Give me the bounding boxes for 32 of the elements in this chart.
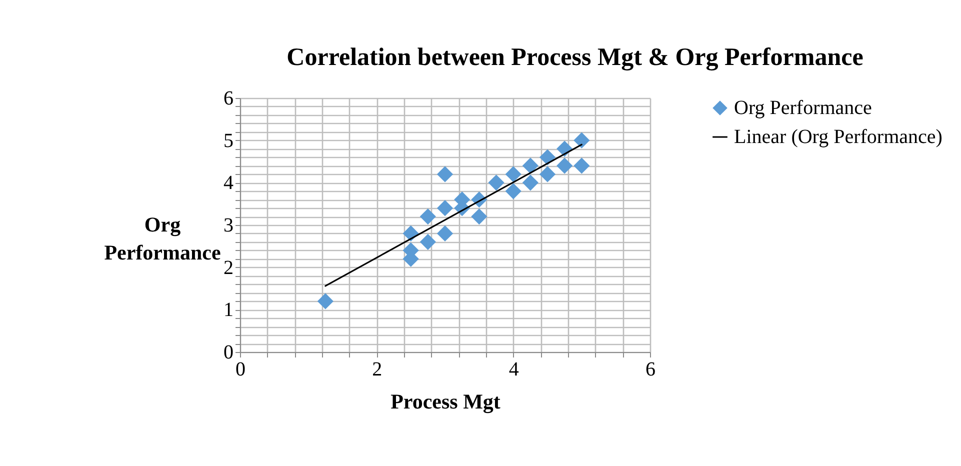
point bbox=[436, 166, 454, 182]
x-axis-title: Process Mgt bbox=[390, 390, 500, 414]
y-tick-label: 6 bbox=[224, 88, 234, 110]
point bbox=[522, 158, 538, 174]
point bbox=[539, 166, 556, 182]
point bbox=[436, 225, 454, 242]
x-tick-label: 2 bbox=[372, 358, 382, 380]
x-tick-label: 6 bbox=[646, 358, 656, 380]
x-tick-label: 4 bbox=[508, 358, 519, 380]
point bbox=[317, 293, 334, 310]
y-axis-title: Org Performance bbox=[104, 212, 221, 264]
chart-title: Correlation between Process Mgt & Org Performance bbox=[286, 44, 864, 71]
point bbox=[539, 149, 556, 166]
point bbox=[505, 166, 522, 182]
legend-label: Linear (Org Performance) bbox=[734, 126, 942, 148]
point bbox=[488, 174, 504, 191]
point bbox=[574, 132, 590, 148]
y-tick-label: 0 bbox=[224, 342, 234, 364]
point bbox=[471, 208, 488, 225]
point bbox=[436, 200, 454, 216]
point bbox=[522, 174, 538, 191]
y-tick-label: 3 bbox=[224, 214, 234, 236]
point bbox=[574, 158, 590, 174]
point bbox=[505, 183, 522, 200]
y-tick-label: 2 bbox=[224, 256, 234, 279]
point bbox=[420, 234, 436, 250]
point bbox=[420, 208, 436, 225]
y-tick-label: 4 bbox=[224, 172, 234, 194]
y-tick-label: 1 bbox=[224, 299, 234, 322]
legend-label: Org Performance bbox=[734, 97, 872, 119]
point bbox=[556, 158, 573, 174]
y-tick-label: 5 bbox=[224, 130, 234, 152]
